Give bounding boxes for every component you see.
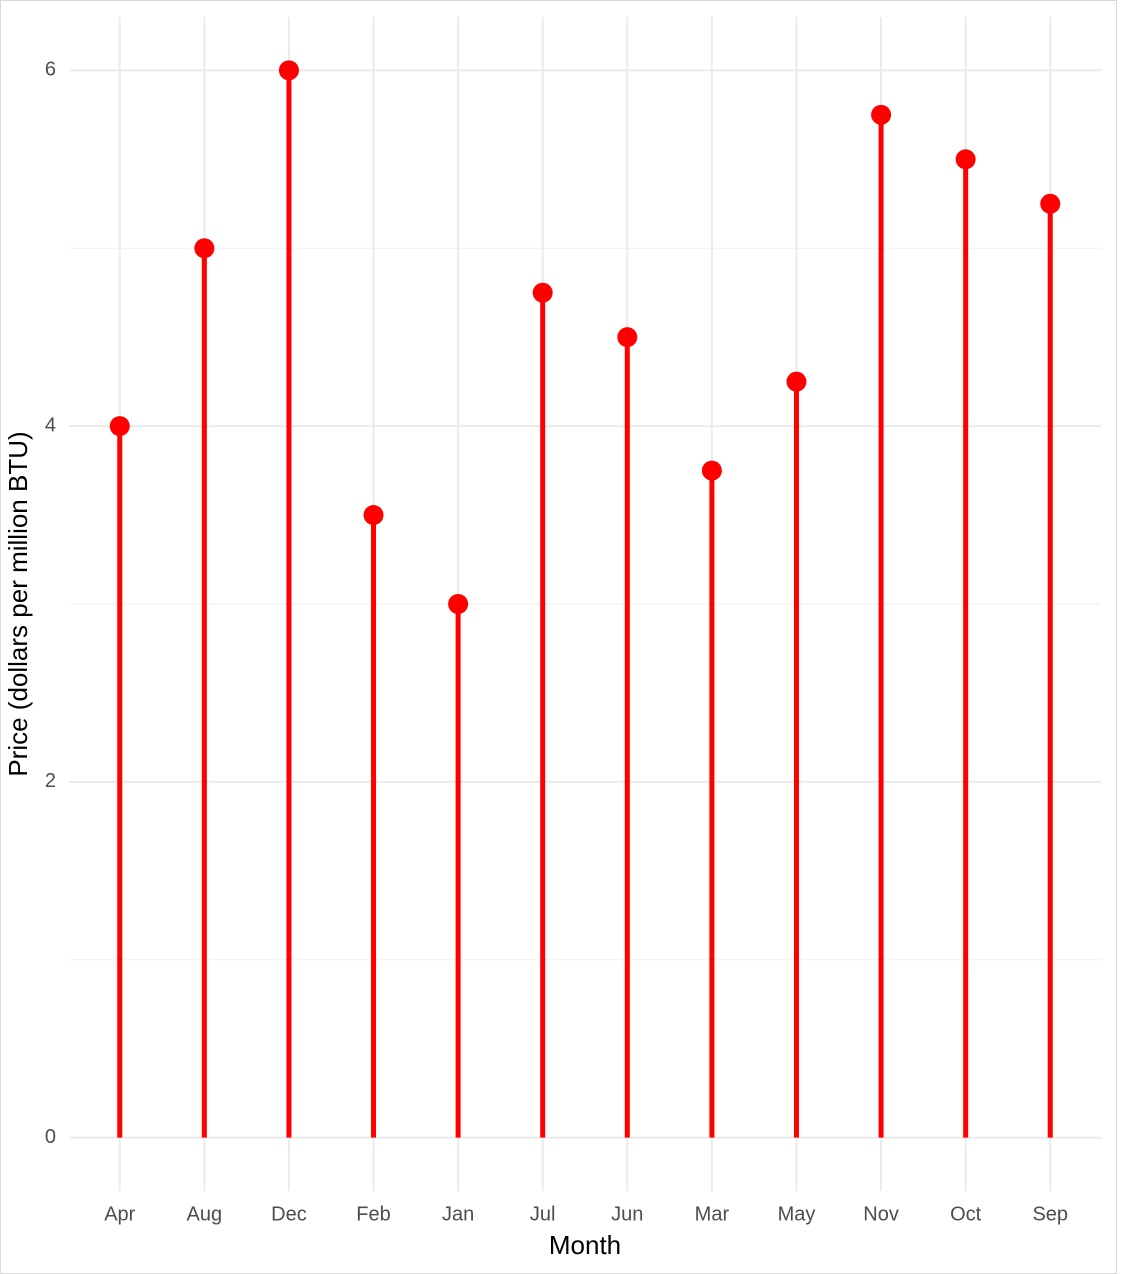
dot	[786, 371, 807, 392]
y-tick-label: 2	[45, 770, 56, 792]
x-tick-label: Aug	[187, 1203, 223, 1225]
dot	[617, 327, 638, 348]
x-tick-label: Jun	[611, 1203, 643, 1225]
x-tick-label: Oct	[950, 1203, 982, 1225]
x-tick-label: Jul	[530, 1203, 556, 1225]
x-tick-label: Dec	[271, 1203, 307, 1225]
x-axis-title: Month	[549, 1230, 621, 1260]
dot	[701, 460, 722, 481]
dot	[363, 505, 384, 526]
dot	[1040, 193, 1061, 214]
x-tick-label: Feb	[356, 1203, 390, 1225]
y-tick-label: 6	[45, 59, 56, 81]
y-tick-label: 4	[45, 414, 56, 436]
x-tick-label: Apr	[104, 1203, 135, 1225]
x-tick-label: Jan	[442, 1203, 474, 1225]
y-axis-title: Price (dollars per million BTU)	[3, 431, 33, 776]
x-tick-label: Mar	[695, 1203, 730, 1225]
dot	[109, 416, 130, 437]
x-tick-label: Sep	[1032, 1203, 1068, 1225]
dot	[448, 594, 469, 614]
dot	[532, 282, 553, 303]
x-tick-label: Nov	[863, 1203, 899, 1225]
dot	[955, 149, 976, 170]
dot	[871, 104, 892, 125]
x-tick-label: May	[778, 1203, 816, 1225]
dot	[194, 238, 215, 259]
y-tick-label: 0	[45, 1126, 56, 1148]
dot	[278, 60, 299, 81]
